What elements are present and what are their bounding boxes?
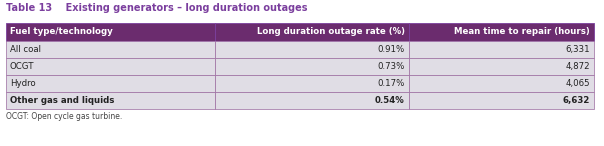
Bar: [6, 58, 215, 75]
Bar: [409, 41, 594, 58]
Bar: [409, 92, 594, 109]
Text: 0.54%: 0.54%: [375, 96, 405, 105]
Text: 0.91%: 0.91%: [378, 45, 405, 54]
Text: Fuel type/technology: Fuel type/technology: [10, 27, 113, 36]
Text: Table 13    Existing generators – long duration outages: Table 13 Existing generators – long dura…: [6, 3, 307, 13]
Bar: [215, 92, 409, 109]
Text: All coal: All coal: [10, 45, 41, 54]
Bar: [6, 75, 215, 92]
Bar: [215, 58, 409, 75]
Text: Other gas and liquids: Other gas and liquids: [10, 96, 114, 105]
Text: OCGT: Open cycle gas turbine.: OCGT: Open cycle gas turbine.: [6, 112, 122, 121]
Text: 0.17%: 0.17%: [378, 79, 405, 88]
Bar: [409, 23, 594, 41]
Text: 0.73%: 0.73%: [378, 62, 405, 71]
Bar: [215, 41, 409, 58]
Text: Hydro: Hydro: [10, 79, 36, 88]
Bar: [6, 41, 215, 58]
Bar: [6, 23, 215, 41]
Text: 6,331: 6,331: [565, 45, 590, 54]
Text: Long duration outage rate (%): Long duration outage rate (%): [257, 27, 405, 36]
Bar: [409, 75, 594, 92]
Text: 4,872: 4,872: [565, 62, 590, 71]
Text: 6,632: 6,632: [562, 96, 590, 105]
Text: 4,065: 4,065: [565, 79, 590, 88]
Bar: [6, 92, 215, 109]
Bar: [409, 58, 594, 75]
Text: Mean time to repair (hours): Mean time to repair (hours): [454, 27, 590, 36]
Text: OCGT: OCGT: [10, 62, 34, 71]
Bar: [215, 23, 409, 41]
Bar: [215, 75, 409, 92]
